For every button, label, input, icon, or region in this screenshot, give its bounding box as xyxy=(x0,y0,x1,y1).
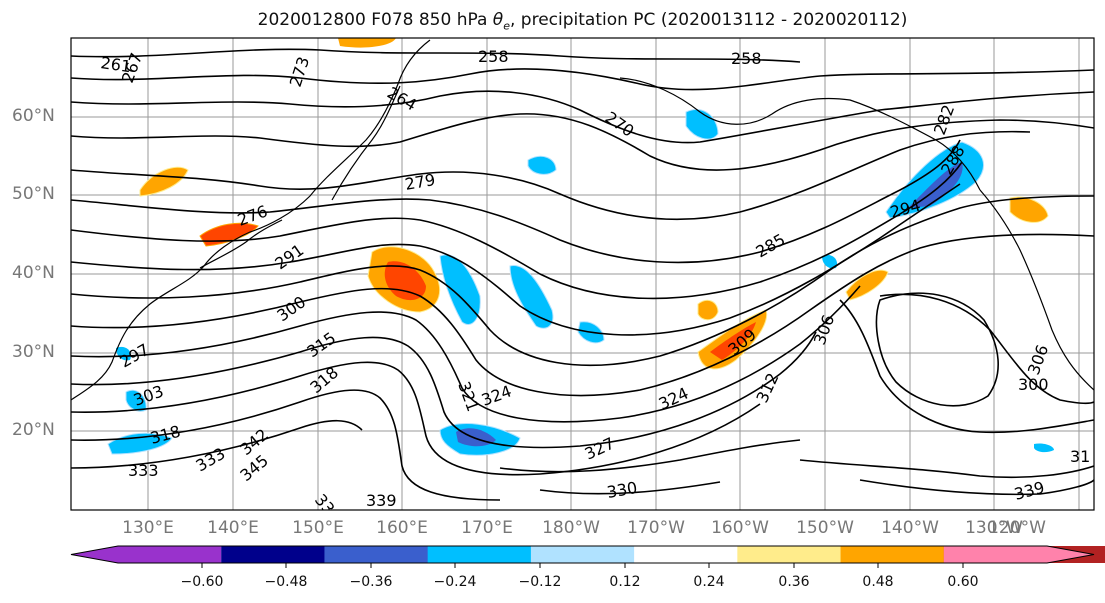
lon-label-130e: 130°E xyxy=(122,518,174,538)
contour-label: 339 xyxy=(366,491,397,510)
japan-coastline xyxy=(199,219,283,269)
colorbar-tick-label: 0.12 xyxy=(609,574,641,590)
north-america-coastline xyxy=(979,189,1094,391)
negative-anomaly-gulf-alaska-core xyxy=(908,162,963,208)
negative-anomaly-philippines xyxy=(125,389,147,412)
negative-anomaly-bering xyxy=(685,109,719,140)
lon-label-170w: 170°W xyxy=(627,518,685,538)
contour-279 xyxy=(71,130,1031,221)
contour-label: 300 xyxy=(1018,375,1049,394)
colorbar-tick-label: 0.60 xyxy=(947,574,979,590)
colorbar-tick-label: −0.36 xyxy=(349,574,393,590)
contour-270 xyxy=(71,90,1094,144)
lon-label-170e: 170°E xyxy=(461,518,513,538)
positive-anomaly-arctic xyxy=(338,38,396,48)
lat-label-20n: 20°N xyxy=(12,420,55,440)
colorbar-segment xyxy=(324,546,429,563)
colorbar-segment xyxy=(634,546,738,563)
negative-anomaly-aleutian xyxy=(527,155,557,175)
lon-label-120w: 120°W xyxy=(988,518,1046,538)
contour-330 xyxy=(71,419,363,469)
colorbar-segment xyxy=(530,546,635,563)
contour-label: 333 xyxy=(128,461,159,480)
contour-300 xyxy=(71,233,1094,397)
theta-e-contours xyxy=(71,48,1094,501)
contour-closed-northeast-pacific xyxy=(875,292,999,407)
contour-east-pacific-c xyxy=(799,459,1094,479)
contour-tropical-a xyxy=(499,439,801,473)
contour-318 xyxy=(71,361,761,476)
colorbar-tick-label: 0.36 xyxy=(778,574,810,590)
colorbar-tick-label: −0.60 xyxy=(180,574,224,590)
colorbar xyxy=(70,545,1105,564)
positive-anomaly-east-asia-core xyxy=(384,261,426,301)
lat-label-40n: 40°N xyxy=(12,263,55,283)
positive-anomaly-northeast-pacific xyxy=(845,269,889,301)
contour-282 xyxy=(71,139,961,264)
contour-306 xyxy=(71,285,861,423)
lon-label-140w: 140°W xyxy=(881,518,939,538)
colorbar-outline xyxy=(70,545,1095,564)
contour-276 xyxy=(71,113,1094,171)
contour-label: 258 xyxy=(478,47,509,66)
colorbar-tick-label: 0.48 xyxy=(862,574,894,590)
lat-label-50n: 50°N xyxy=(12,184,55,204)
contour-294 xyxy=(71,195,1094,366)
contour-east-pacific-d xyxy=(859,479,1094,496)
negative-anomaly-central-pacific-2 xyxy=(509,265,554,329)
contour-tropical-b xyxy=(539,481,721,495)
contour-324 xyxy=(71,389,501,501)
lon-label-130w: 130°W xyxy=(965,518,1023,538)
colorbar-segment xyxy=(737,546,842,563)
contour-258 xyxy=(71,48,801,63)
map-title: 2020012800 F078 850 hPa θe, precipitatio… xyxy=(257,10,908,33)
kamchatka-coastline xyxy=(331,85,401,201)
precip-shading xyxy=(107,38,1054,456)
negative-anomaly-hawaii xyxy=(822,254,838,269)
negative-anomaly-far-east xyxy=(1034,443,1054,453)
lon-label-140e: 140°E xyxy=(207,518,259,538)
contour-285 xyxy=(71,161,963,300)
colorbar-segment xyxy=(840,546,945,563)
lon-label-150e: 150°E xyxy=(292,518,344,538)
lon-label-160e: 160°E xyxy=(376,518,428,538)
colorbar-tick-label: −0.24 xyxy=(433,574,477,590)
colorbar-tick-label: −0.48 xyxy=(264,574,308,590)
contour-label: 261 xyxy=(99,53,132,76)
alaska-coastline xyxy=(619,77,981,191)
colorbar-tick-label: −0.12 xyxy=(518,574,562,590)
graticule xyxy=(71,38,1094,510)
colorbar-ticks xyxy=(201,563,964,568)
positive-anomaly-subtropical-core xyxy=(710,322,756,360)
lon-label-150w: 150°W xyxy=(796,518,854,538)
colorbar-extend-low xyxy=(71,546,222,563)
map-frame xyxy=(70,37,1095,511)
contour-label: 31 xyxy=(1070,447,1090,466)
contour-312 xyxy=(71,331,817,449)
contour-east-pacific-b xyxy=(879,293,1094,405)
positive-anomaly-central-pacific xyxy=(697,299,719,321)
contour-264 xyxy=(71,68,1094,91)
negative-anomaly-gulf-alaska xyxy=(885,141,985,219)
colorbar-segment xyxy=(427,546,532,563)
contour-east-pacific-a xyxy=(839,299,1094,434)
contour-label: 258 xyxy=(731,49,762,68)
colorbar-segment xyxy=(221,546,325,563)
lat-label-60n: 60°N xyxy=(12,106,55,126)
lon-label-160w: 160°W xyxy=(711,518,769,538)
colorbar-extend-high xyxy=(943,546,1094,563)
lon-label-180w: 180°W xyxy=(542,518,600,538)
colorbar-tick-label: 0.24 xyxy=(693,574,725,590)
lat-label-30n: 30°N xyxy=(12,342,55,362)
